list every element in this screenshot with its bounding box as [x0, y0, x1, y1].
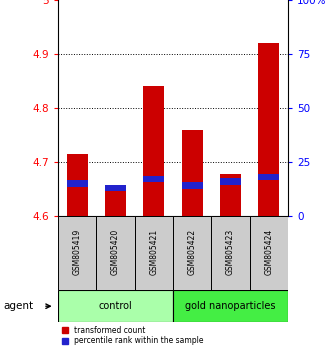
Text: GSM805420: GSM805420	[111, 228, 120, 275]
Bar	[220, 178, 241, 185]
Bar	[258, 43, 279, 216]
Text: GSM805421: GSM805421	[149, 229, 158, 275]
Text: GSM805423: GSM805423	[226, 228, 235, 275]
Bar	[96, 216, 135, 290]
Text: GSM805422: GSM805422	[188, 229, 197, 275]
Bar	[250, 216, 288, 290]
Text: gold nanoparticles: gold nanoparticles	[185, 301, 276, 311]
Bar	[182, 182, 203, 189]
Bar	[182, 130, 203, 216]
Text: control: control	[99, 301, 132, 311]
Bar	[67, 180, 88, 187]
Bar	[143, 86, 164, 216]
Bar	[58, 216, 96, 290]
Bar	[105, 185, 126, 191]
Text: GSM805424: GSM805424	[264, 228, 273, 275]
Bar	[135, 216, 173, 290]
Bar	[58, 290, 173, 322]
Bar	[173, 290, 288, 322]
Text: agent: agent	[3, 301, 33, 311]
Bar	[258, 174, 279, 180]
Bar	[173, 216, 211, 290]
Bar	[211, 216, 250, 290]
Bar	[67, 154, 88, 216]
Bar	[220, 174, 241, 216]
Bar	[105, 186, 126, 216]
Legend: transformed count, percentile rank within the sample: transformed count, percentile rank withi…	[62, 326, 204, 346]
Text: GSM805419: GSM805419	[72, 228, 82, 275]
Bar	[143, 176, 164, 182]
